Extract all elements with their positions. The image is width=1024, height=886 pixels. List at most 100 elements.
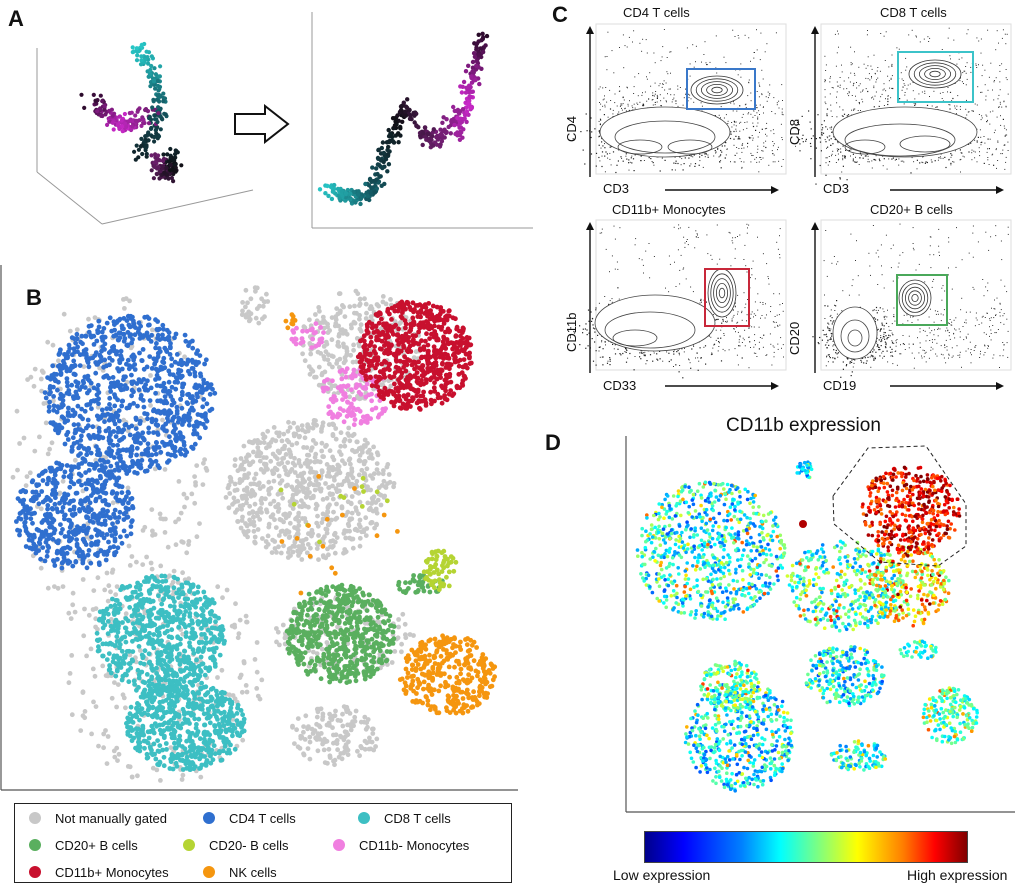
point-manifold-2d: [317, 187, 323, 192]
point-not-gated: [352, 718, 358, 724]
point-not-gated: [396, 617, 401, 622]
point-not-gated: [315, 523, 321, 529]
point-not-gated: [329, 337, 335, 343]
point-not-gated: [253, 315, 259, 321]
point-manifold-3d: [133, 118, 138, 123]
point-not-gated: [182, 504, 187, 510]
point-not-gated: [257, 458, 263, 464]
point-not-gated: [368, 452, 374, 457]
point-not-gated: [294, 478, 300, 484]
point-cd4-t-cell: [191, 430, 197, 436]
point-not-gated: [251, 523, 257, 528]
point-cd8-t-cell: [156, 678, 162, 684]
point-not-gated: [413, 349, 419, 354]
point-not-gated: [301, 724, 306, 729]
point-not-gated: [316, 557, 321, 562]
point-cd8-t-cell: [197, 596, 203, 602]
point-manifold-2d: [381, 159, 386, 165]
point-cd4-t-cell: [70, 563, 76, 569]
point-cd4-t-cell: [170, 418, 175, 423]
point-cd4-t-cell: [28, 506, 33, 512]
panel-letter-d: D: [545, 430, 561, 455]
point-not-gated: [274, 639, 279, 645]
point-not-gated: [323, 349, 329, 355]
point-cd8-t-cell: [197, 673, 203, 679]
point-not-gated: [67, 671, 73, 676]
point-not-gated: [363, 533, 369, 538]
point-not-gated: [354, 310, 359, 316]
point-cd4-t-cell: [45, 506, 50, 512]
point-cd4-t-cell: [73, 379, 79, 384]
point-cd4-t-cell: [74, 336, 80, 342]
point-cd8-t-cell: [116, 639, 122, 644]
point-cd4-t-cell: [71, 371, 77, 377]
point-cd4-t-cell: [46, 408, 52, 414]
point-cd4-t-cell: [167, 352, 173, 357]
point-cd8-t-cell: [230, 733, 235, 739]
point-cd4-t-cell: [58, 522, 63, 527]
point-not-gated: [275, 629, 281, 635]
point-manifold-2d: [403, 109, 408, 114]
point-not-gated: [280, 495, 286, 501]
point-cd8-t-cell: [163, 618, 169, 624]
point-not-gated: [244, 485, 250, 491]
point-cd4-t-cell: [142, 411, 148, 416]
point-cd8-t-cell: [195, 584, 201, 590]
point-not-gated: [380, 471, 386, 477]
point-cd4-t-cell: [30, 533, 35, 539]
point-not-gated: [232, 463, 238, 468]
point-cd4-t-cell: [185, 413, 191, 419]
point-cd4-t-cell: [182, 413, 187, 419]
point-not-gated: [47, 446, 52, 452]
point-cd4-t-cell: [53, 422, 59, 427]
point-manifold-2d: [457, 137, 463, 142]
point-cd4-t-cell: [106, 446, 112, 451]
point-cd4-t-cell: [153, 458, 159, 464]
point-manifold-3d: [146, 61, 151, 66]
point-cd4-t-cell: [153, 366, 159, 372]
point-cd8-t-cell: [127, 583, 133, 589]
point-cd4-t-cell: [66, 529, 72, 535]
point-not-gated: [311, 421, 316, 427]
point-not-gated: [241, 443, 247, 449]
point-not-gated: [357, 543, 363, 549]
point-manifold-3d: [151, 79, 157, 84]
point-not-gated: [32, 366, 38, 372]
point-cd4-t-cell: [111, 455, 117, 460]
point-not-gated: [125, 764, 131, 769]
point-not-gated: [337, 488, 342, 494]
point-cd4-t-cell: [81, 523, 87, 529]
point-not-gated: [308, 466, 314, 471]
point-cd4-t-cell: [71, 464, 77, 470]
point-not-gated: [237, 617, 243, 623]
point-not-gated: [69, 712, 75, 718]
point-not-gated: [80, 689, 86, 695]
point-not-gated: [277, 642, 282, 648]
point-not-gated: [200, 482, 206, 487]
point-cd8-t-cell: [188, 635, 194, 641]
point-not-gated: [240, 300, 246, 305]
point-cd8-t-cell: [184, 673, 190, 679]
point-cd4-t-cell: [115, 519, 121, 525]
point-cd4-t-cell: [88, 560, 94, 566]
point-manifold-3d: [139, 58, 144, 63]
point-not-gated: [86, 316, 91, 322]
point-not-gated: [150, 532, 155, 538]
point-cd8-t-cell: [163, 662, 169, 667]
point-not-gated: [306, 531, 311, 537]
point-cd4-t-cell: [204, 401, 210, 407]
point-cd4-t-cell: [56, 379, 61, 385]
point-not-gated: [366, 746, 372, 752]
point-manifold-3d: [100, 99, 105, 104]
point-not-gated: [178, 510, 184, 516]
point-not-gated: [74, 327, 80, 332]
point-manifold-2d: [430, 143, 436, 148]
point-cd4-t-cell: [96, 324, 102, 330]
point-cd4-t-cell: [85, 417, 91, 423]
point-cd4-t-cell: [165, 418, 171, 424]
point-not-gated: [109, 695, 115, 701]
point-not-gated: [279, 438, 285, 444]
point-cd4-t-cell: [152, 447, 158, 452]
point-cd4-t-cell: [115, 429, 121, 435]
point-not-gated: [253, 471, 259, 477]
